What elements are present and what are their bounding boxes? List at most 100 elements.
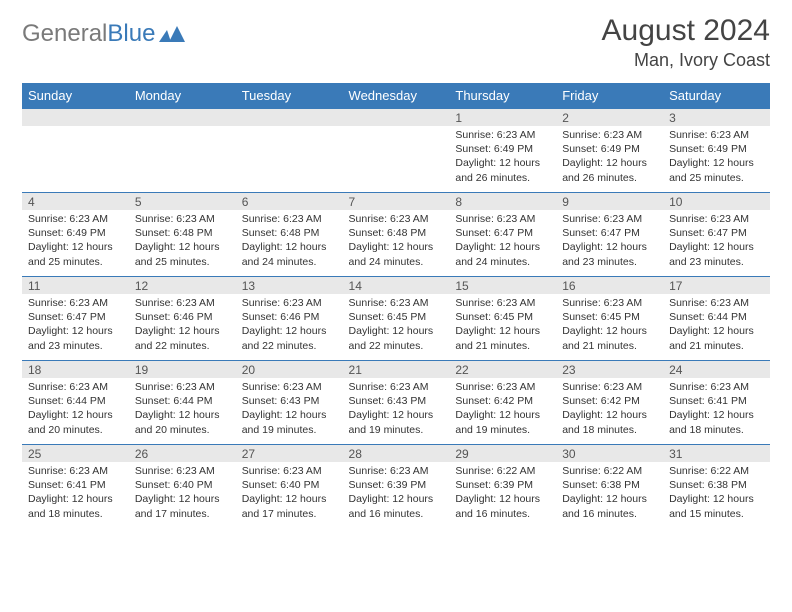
day-number-cell: 4 [22,192,129,210]
day-number-cell: 18 [22,360,129,378]
daylight-line: Daylight: 12 hours and 19 minutes. [349,408,444,436]
day-content-cell: Sunrise: 6:23 AMSunset: 6:46 PMDaylight:… [236,294,343,360]
weekday-header-cell: Monday [129,84,236,108]
sunset-line: Sunset: 6:44 PM [135,394,230,408]
sunset-line: Sunset: 6:40 PM [242,478,337,492]
sunrise-line: Sunrise: 6:23 AM [135,212,230,226]
day-content-cell [343,126,450,192]
sunrise-line: Sunrise: 6:23 AM [562,128,657,142]
sunrise-line: Sunrise: 6:22 AM [455,464,550,478]
sunrise-line: Sunrise: 6:23 AM [28,296,123,310]
day-number-cell [129,108,236,126]
day-content-cell: Sunrise: 6:23 AMSunset: 6:49 PMDaylight:… [556,126,663,192]
day-number-cell: 14 [343,276,450,294]
sunset-line: Sunset: 6:49 PM [28,226,123,240]
sunrise-line: Sunrise: 6:22 AM [669,464,764,478]
day-content-cell: Sunrise: 6:23 AMSunset: 6:47 PMDaylight:… [663,210,770,276]
day-content-cell: Sunrise: 6:23 AMSunset: 6:49 PMDaylight:… [449,126,556,192]
sunset-line: Sunset: 6:47 PM [28,310,123,324]
sunrise-line: Sunrise: 6:23 AM [242,296,337,310]
daylight-line: Daylight: 12 hours and 24 minutes. [455,240,550,268]
weekday-header-cell: Thursday [449,84,556,108]
sunrise-line: Sunrise: 6:23 AM [28,212,123,226]
daylight-line: Daylight: 12 hours and 16 minutes. [349,492,444,520]
daylight-line: Daylight: 12 hours and 21 minutes. [455,324,550,352]
daylight-line: Daylight: 12 hours and 18 minutes. [562,408,657,436]
day-number-cell: 22 [449,360,556,378]
sunset-line: Sunset: 6:39 PM [349,478,444,492]
daylight-line: Daylight: 12 hours and 16 minutes. [455,492,550,520]
day-number-cell: 16 [556,276,663,294]
daylight-line: Daylight: 12 hours and 26 minutes. [562,156,657,184]
daylight-line: Daylight: 12 hours and 23 minutes. [28,324,123,352]
sunset-line: Sunset: 6:38 PM [562,478,657,492]
sunset-line: Sunset: 6:48 PM [135,226,230,240]
day-number-cell: 10 [663,192,770,210]
sunrise-line: Sunrise: 6:23 AM [669,212,764,226]
sunset-line: Sunset: 6:44 PM [669,310,764,324]
day-number-cell [236,108,343,126]
day-content-cell [22,126,129,192]
day-number-row: 11121314151617 [22,276,770,294]
sunrise-line: Sunrise: 6:23 AM [349,380,444,394]
day-content-cell: Sunrise: 6:23 AMSunset: 6:47 PMDaylight:… [22,294,129,360]
day-number-row: 123 [22,108,770,126]
day-number-cell: 13 [236,276,343,294]
day-content-cell: Sunrise: 6:23 AMSunset: 6:43 PMDaylight:… [343,378,450,444]
sunrise-line: Sunrise: 6:23 AM [455,296,550,310]
month-title: August 2024 [602,14,770,48]
day-content-cell: Sunrise: 6:23 AMSunset: 6:40 PMDaylight:… [129,462,236,528]
day-content-cell: Sunrise: 6:23 AMSunset: 6:40 PMDaylight:… [236,462,343,528]
sunrise-line: Sunrise: 6:22 AM [562,464,657,478]
sunset-line: Sunset: 6:41 PM [669,394,764,408]
day-number-cell: 11 [22,276,129,294]
daylight-line: Daylight: 12 hours and 23 minutes. [562,240,657,268]
sunset-line: Sunset: 6:45 PM [455,310,550,324]
sunset-line: Sunset: 6:49 PM [562,142,657,156]
day-content-cell: Sunrise: 6:23 AMSunset: 6:47 PMDaylight:… [449,210,556,276]
day-content-cell: Sunrise: 6:23 AMSunset: 6:41 PMDaylight:… [663,378,770,444]
daylight-line: Daylight: 12 hours and 21 minutes. [562,324,657,352]
day-number-cell: 5 [129,192,236,210]
day-number-cell: 26 [129,444,236,462]
day-number-cell: 19 [129,360,236,378]
location-label: Man, Ivory Coast [602,50,770,71]
daylight-line: Daylight: 12 hours and 15 minutes. [669,492,764,520]
day-number-cell [343,108,450,126]
day-number-cell: 15 [449,276,556,294]
day-content-row: Sunrise: 6:23 AMSunset: 6:47 PMDaylight:… [22,294,770,360]
sunset-line: Sunset: 6:42 PM [562,394,657,408]
sunrise-line: Sunrise: 6:23 AM [135,464,230,478]
day-number-row: 25262728293031 [22,444,770,462]
sunset-line: Sunset: 6:43 PM [242,394,337,408]
day-content-cell: Sunrise: 6:23 AMSunset: 6:48 PMDaylight:… [236,210,343,276]
sunrise-line: Sunrise: 6:23 AM [135,296,230,310]
sunrise-line: Sunrise: 6:23 AM [28,380,123,394]
daylight-line: Daylight: 12 hours and 25 minutes. [669,156,764,184]
daylight-line: Daylight: 12 hours and 22 minutes. [242,324,337,352]
brand-logo: GeneralBlue [22,14,185,48]
day-number-cell: 9 [556,192,663,210]
day-content-cell: Sunrise: 6:23 AMSunset: 6:41 PMDaylight:… [22,462,129,528]
sunrise-line: Sunrise: 6:23 AM [562,296,657,310]
title-block: August 2024 Man, Ivory Coast [602,14,770,71]
day-content-row: Sunrise: 6:23 AMSunset: 6:49 PMDaylight:… [22,210,770,276]
sunrise-line: Sunrise: 6:23 AM [242,212,337,226]
sunrise-line: Sunrise: 6:23 AM [242,380,337,394]
day-content-cell: Sunrise: 6:23 AMSunset: 6:42 PMDaylight:… [556,378,663,444]
sunset-line: Sunset: 6:40 PM [135,478,230,492]
logo-mark-icon [159,26,185,44]
day-number-row: 45678910 [22,192,770,210]
daylight-line: Daylight: 12 hours and 22 minutes. [349,324,444,352]
sunrise-line: Sunrise: 6:23 AM [669,296,764,310]
day-content-cell: Sunrise: 6:22 AMSunset: 6:38 PMDaylight:… [663,462,770,528]
sunset-line: Sunset: 6:48 PM [349,226,444,240]
day-number-cell: 12 [129,276,236,294]
sunset-line: Sunset: 6:39 PM [455,478,550,492]
day-number-cell: 17 [663,276,770,294]
sunset-line: Sunset: 6:41 PM [28,478,123,492]
daylight-line: Daylight: 12 hours and 16 minutes. [562,492,657,520]
day-number-row: 18192021222324 [22,360,770,378]
day-number-cell: 3 [663,108,770,126]
sunset-line: Sunset: 6:46 PM [135,310,230,324]
